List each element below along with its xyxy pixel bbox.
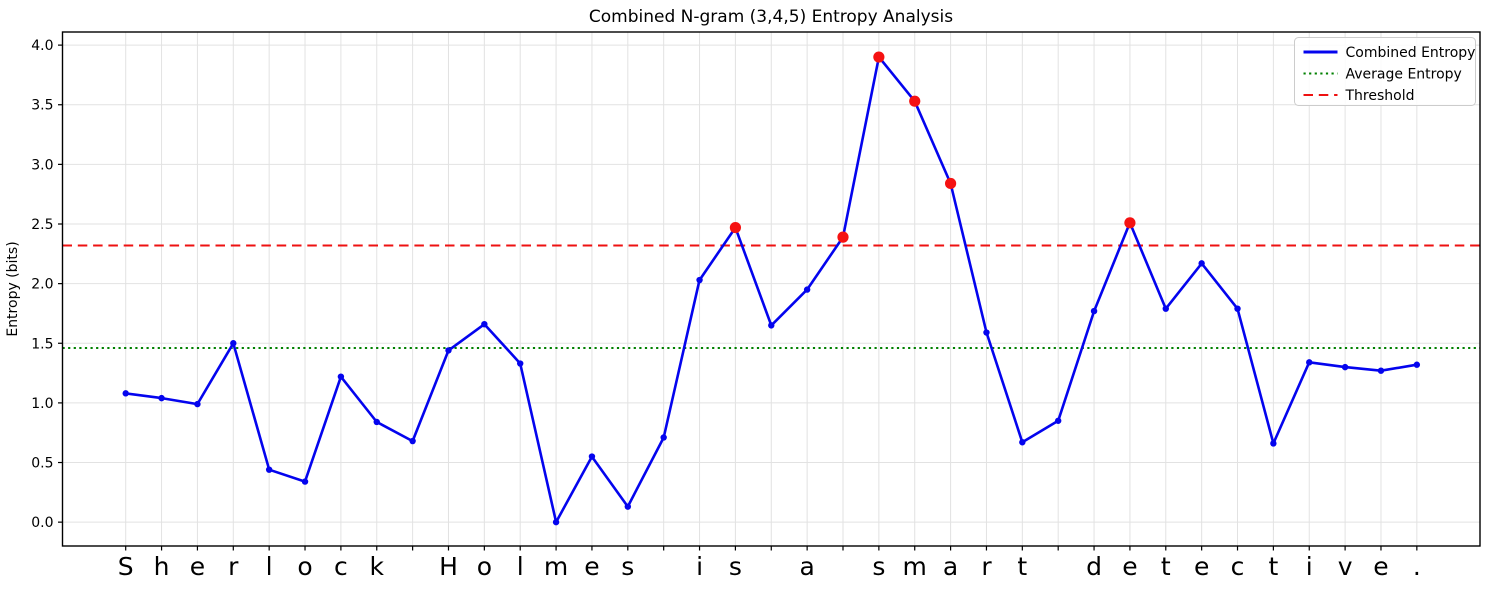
peak-marker — [729, 221, 742, 234]
data-point-marker — [768, 322, 775, 329]
data-point-marker — [1054, 417, 1062, 424]
data-point-marker — [301, 478, 309, 485]
y-axis-label: Entropy (bits) — [5, 241, 21, 336]
y-tick-label: 1.5 — [31, 336, 53, 352]
data-point-marker — [1413, 361, 1421, 368]
data-point-marker — [1234, 305, 1241, 312]
y-tick-label: 4.0 — [31, 38, 53, 54]
x-tick-label: e — [1122, 552, 1137, 581]
peak-marker — [944, 177, 957, 190]
y-tick-label: 1.0 — [31, 396, 53, 412]
x-tick-label: s — [729, 552, 742, 581]
legend-label: Average Entropy — [1346, 67, 1462, 83]
x-tick-label: l — [517, 552, 524, 581]
peak-marker — [837, 231, 849, 243]
data-point-marker — [1198, 260, 1205, 267]
x-tick-label: d — [1086, 552, 1102, 581]
x-tick-label: e — [584, 552, 599, 581]
data-point-marker — [588, 453, 596, 460]
x-tick-label: a — [799, 552, 814, 581]
x-tick-label: c — [1231, 552, 1245, 581]
x-tick-label: S — [118, 552, 134, 581]
data-point-marker — [158, 394, 165, 402]
y-tick-label: 0.0 — [31, 515, 53, 531]
x-tick-label: o — [297, 552, 312, 581]
x-tick-label: o — [477, 552, 492, 581]
x-tick-label: r — [981, 552, 992, 581]
x-tick-label: i — [696, 552, 703, 581]
data-point-marker — [1162, 305, 1169, 312]
data-point-marker — [1019, 439, 1026, 446]
x-tick-label: s — [872, 552, 885, 581]
x-tick-label: r — [228, 552, 239, 581]
x-tick-label: c — [334, 552, 348, 581]
y-tick-label: 3.5 — [31, 98, 53, 114]
x-tick-label: e — [1194, 552, 1209, 581]
data-point-marker — [624, 503, 632, 510]
data-point-marker — [1341, 363, 1349, 371]
x-tick-label: t — [1268, 552, 1278, 581]
data-point-marker — [1090, 307, 1098, 315]
x-tick-label: h — [154, 552, 170, 581]
x-tick-label: v — [1338, 552, 1353, 581]
y-tick-label: 3.0 — [31, 157, 53, 173]
x-tick-label: H — [439, 552, 458, 581]
x-tick-label: a — [943, 552, 958, 581]
x-tick-label: i — [1306, 552, 1313, 581]
data-point-marker — [481, 320, 488, 328]
series-layer — [122, 51, 1421, 526]
data-point-marker — [983, 329, 990, 336]
reference-lines-layer — [62, 244, 1480, 350]
x-tick-label: t — [1161, 552, 1171, 581]
chart-title: Combined N-gram (3,4,5) Entropy Analysis — [589, 7, 953, 27]
data-point-marker — [1306, 359, 1313, 366]
x-tick-label: e — [190, 552, 205, 581]
data-point-marker — [445, 347, 452, 354]
data-point-marker — [373, 418, 380, 426]
grid-layer — [62, 32, 1480, 546]
x-tick-label: m — [903, 552, 927, 581]
data-point-marker — [194, 400, 201, 408]
y-tick-label: 2.0 — [31, 277, 53, 293]
y-tick-label: 0.5 — [31, 456, 53, 472]
data-point-marker — [337, 373, 345, 380]
x-tick-label: s — [621, 552, 634, 581]
x-tick-label: m — [544, 552, 568, 581]
legend-box — [1294, 37, 1476, 106]
x-tick-label: e — [1373, 552, 1388, 581]
legend: Combined Entropy Average Entropy Threshold — [1294, 37, 1476, 106]
legend-label: Combined Entropy — [1346, 45, 1476, 61]
peak-marker — [873, 51, 885, 63]
y-tick-label: 2.5 — [31, 217, 53, 233]
legend-label: Threshold — [1345, 88, 1415, 104]
data-point-marker — [409, 437, 416, 445]
data-point-marker — [122, 390, 129, 397]
data-point-marker — [265, 466, 273, 473]
x-tick-label: k — [370, 552, 385, 581]
x-tick-label: . — [1413, 552, 1421, 581]
data-point-marker — [517, 360, 524, 367]
x-tick-label: t — [1017, 552, 1027, 581]
data-point-marker — [696, 276, 703, 284]
data-point-marker — [660, 434, 667, 441]
data-point-marker — [1270, 440, 1277, 447]
x-tick-label: l — [266, 552, 273, 581]
data-point-marker — [1377, 367, 1385, 374]
data-point-marker — [230, 340, 237, 347]
peak-marker — [1124, 217, 1136, 229]
data-point-marker — [803, 286, 811, 293]
peak-marker — [909, 95, 921, 107]
data-point-marker — [552, 518, 560, 526]
